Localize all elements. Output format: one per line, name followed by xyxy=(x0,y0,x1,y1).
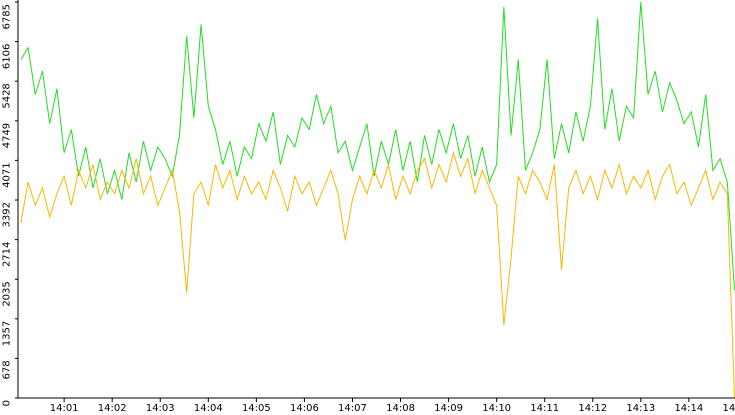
x-tick-label: 14:03 xyxy=(146,403,175,414)
y-tick-label: 1357 xyxy=(1,321,12,346)
series-line xyxy=(20,1,735,291)
x-tick-label: 14:07 xyxy=(338,403,367,414)
x-tick-label: 14:06 xyxy=(290,403,319,414)
x-tick-label: 14:02 xyxy=(98,403,127,414)
y-tick-label: 2035 xyxy=(1,281,12,306)
y-tick-label: 6785 xyxy=(1,4,12,29)
y-tick-label: 2714 xyxy=(1,242,12,267)
series-line xyxy=(20,151,735,399)
x-tick-label: 14:10 xyxy=(482,403,511,414)
y-tick-label: 3392 xyxy=(1,202,12,227)
x-tick-label: 14:12 xyxy=(578,403,607,414)
x-tick-label: 14:11 xyxy=(530,403,559,414)
x-tick-label: 14:15 xyxy=(723,403,735,414)
x-tick-label: 14:13 xyxy=(626,403,655,414)
y-tick-label: 5428 xyxy=(1,83,12,108)
y-tick-label: 678 xyxy=(1,360,12,379)
x-tick-label: 14:05 xyxy=(242,403,271,414)
x-tick-label: 14:04 xyxy=(194,403,223,414)
x-tick-label: 14:14 xyxy=(674,403,703,414)
x-tick-label: 14:09 xyxy=(434,403,463,414)
x-tick-label: 14:01 xyxy=(50,403,79,414)
y-tick-label: 4071 xyxy=(1,162,12,187)
x-tick-label: 14:08 xyxy=(386,403,415,414)
y-tick-label: 0 xyxy=(1,400,12,406)
y-tick-label: 6106 xyxy=(1,44,12,69)
y-tick-label: 4749 xyxy=(1,123,12,148)
